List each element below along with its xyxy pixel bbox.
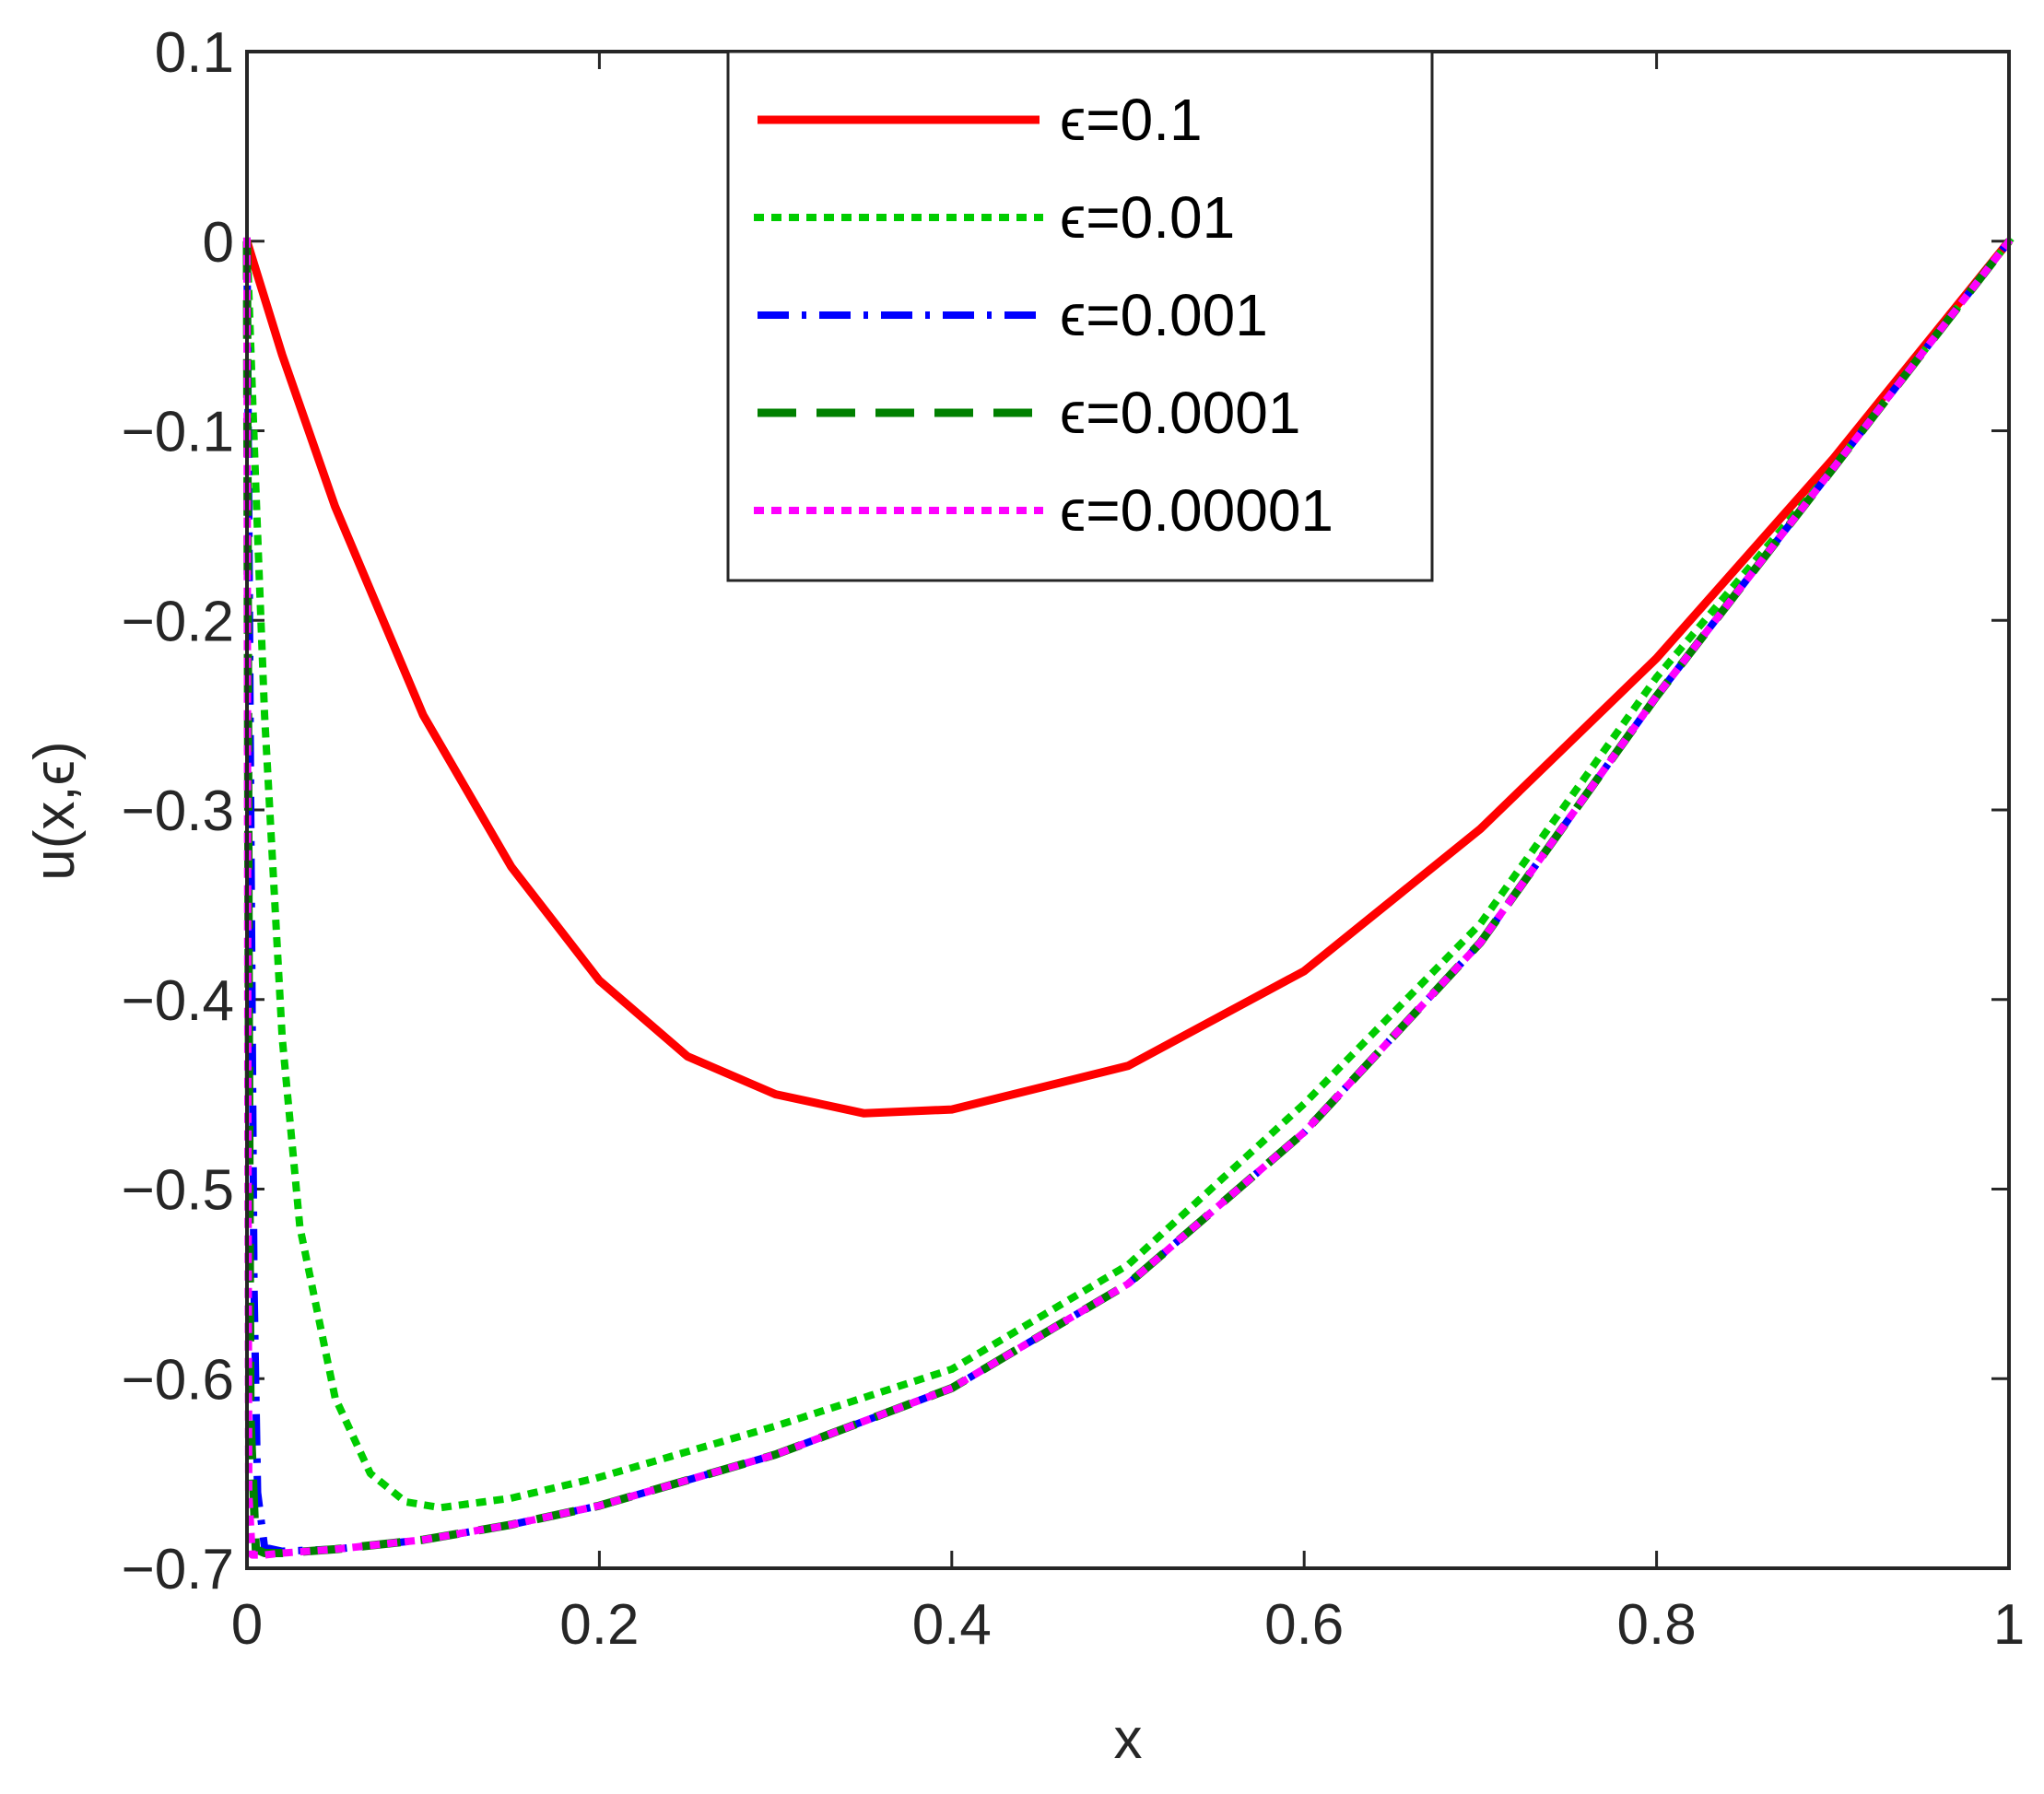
- series-line: [242, 238, 2013, 1118]
- y-tick-label: −0.5: [122, 1159, 234, 1223]
- legend-entry-label: ϵ=0.0001: [1060, 380, 1300, 446]
- legend-entry-label: ϵ=0.001: [1060, 282, 1268, 348]
- y-tick-label: −0.3: [122, 780, 234, 843]
- x-axis-label: x: [1114, 1707, 1143, 1771]
- series-line: [242, 236, 2015, 1559]
- y-tick-label: −0.2: [122, 590, 234, 653]
- y-axis-label: u(x,ϵ): [23, 741, 87, 880]
- y-tick-label: 0: [203, 211, 234, 275]
- series-lines: [242, 236, 2015, 1559]
- series-line: [242, 236, 2015, 1512]
- x-tick-label: 0.6: [1264, 1593, 1344, 1657]
- legend-entry-label: ϵ=0.1: [1060, 87, 1203, 153]
- y-tick-label: 0.1: [155, 21, 234, 85]
- x-tick-label: 1: [1993, 1593, 2025, 1657]
- y-tick-label: −0.4: [122, 969, 234, 1033]
- x-tick-label: 0: [231, 1593, 263, 1657]
- x-tick-label: 0.8: [1616, 1593, 1696, 1657]
- x-tick-label: 0.2: [559, 1593, 639, 1657]
- x-tick-label: 0.4: [912, 1593, 992, 1657]
- legend-entry-label: ϵ=0.01: [1060, 184, 1235, 251]
- legend-entry-label: ϵ=0.00001: [1060, 477, 1333, 544]
- y-tick-label: −0.1: [122, 401, 234, 464]
- tick-labels: 0 0.2 0.4 0.6 0.8 1 0.1 0 −0.1 −0.2 −0.3 −0.4 −0.5 −0…: [122, 21, 2026, 1657]
- legend: ϵ=0.1 ϵ=0.01 ϵ=0.001 ϵ=0.0001 ϵ=0.00001: [726, 50, 1434, 582]
- y-tick-label: −0.7: [122, 1538, 234, 1601]
- y-tick-label: −0.6: [122, 1348, 234, 1412]
